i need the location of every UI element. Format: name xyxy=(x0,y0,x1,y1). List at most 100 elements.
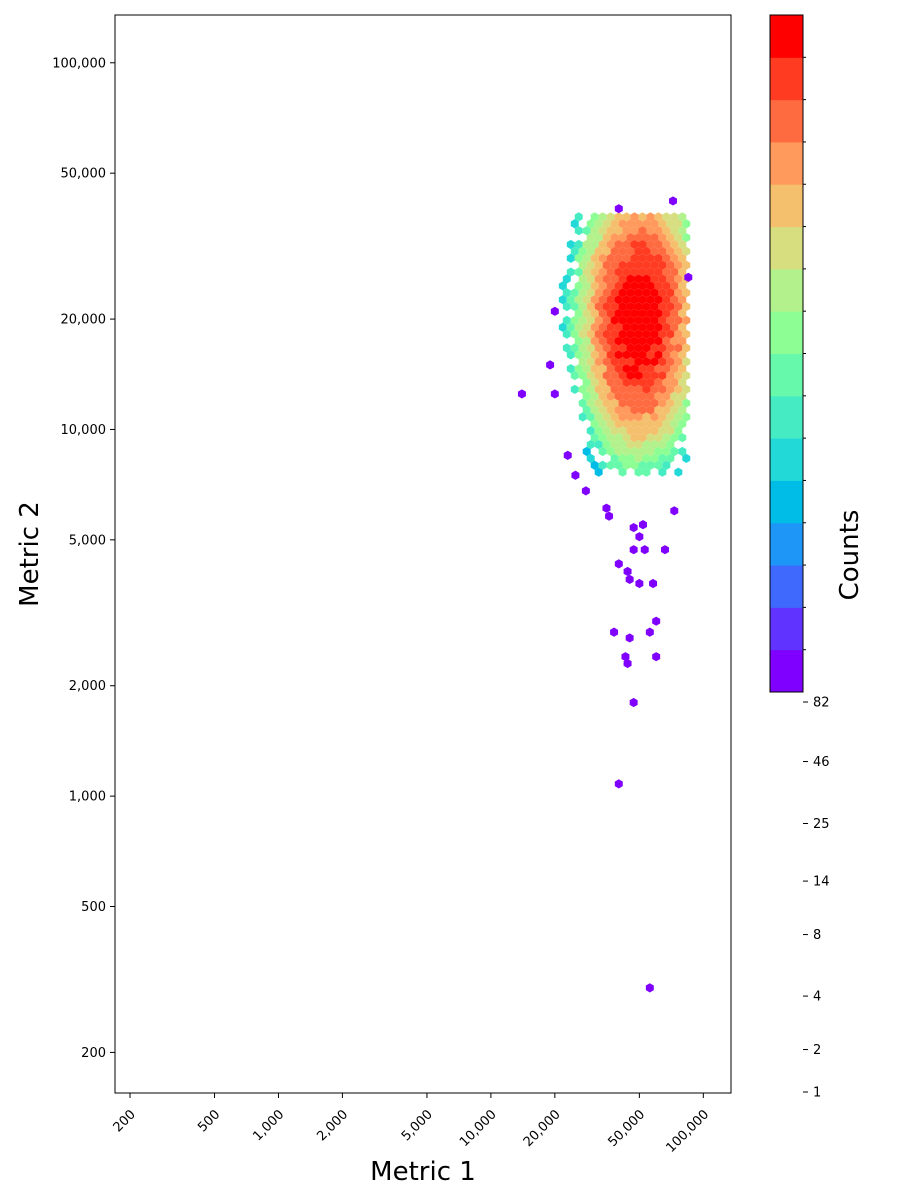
colorbar-tick-label: 2 xyxy=(813,1043,821,1058)
hexbin-cell xyxy=(598,377,607,388)
hexbin-cell xyxy=(610,246,619,256)
hexbin-cell xyxy=(610,412,619,422)
hexbin-cell xyxy=(586,315,595,325)
hexbin-cell xyxy=(630,405,639,415)
colorbar-frame xyxy=(769,14,804,693)
hexbin-cell xyxy=(563,450,572,460)
hexbin-cell xyxy=(610,260,619,270)
hexbin-cell xyxy=(614,336,623,346)
hexbin-cell xyxy=(674,274,683,284)
hexbin-cell xyxy=(566,267,575,277)
hexbin-cell xyxy=(550,306,559,316)
hexbin-cell xyxy=(578,288,587,298)
hexbin-cell xyxy=(606,391,615,401)
hexbin-cell xyxy=(662,267,671,277)
hexbin-cell xyxy=(662,336,671,346)
hexbin-cell xyxy=(670,391,679,401)
hexbin-cell xyxy=(642,246,651,256)
hexbin-cell xyxy=(614,253,623,263)
hexbin-cell xyxy=(650,315,659,325)
hexbin-cell xyxy=(614,350,623,360)
hexbin-cell xyxy=(650,288,659,298)
hexbin-cell xyxy=(598,350,607,360)
hexbin-cell xyxy=(610,219,619,229)
hexbin-cell xyxy=(634,301,643,312)
hexbin-cell xyxy=(590,281,599,291)
hexbin-cell xyxy=(626,260,635,270)
hexbin-cell xyxy=(606,405,615,415)
hexbin-cell xyxy=(666,301,675,312)
hexbin-cell xyxy=(654,433,663,443)
hexbin-cell xyxy=(629,545,638,555)
hexbin-cell xyxy=(606,350,615,360)
hexbin-cell xyxy=(674,384,683,394)
hexbin-cell xyxy=(623,658,632,669)
hexbin-cell xyxy=(606,253,615,263)
hexbin-cell xyxy=(582,281,591,291)
hexbin-cell xyxy=(610,329,619,339)
hexbin-cell xyxy=(594,301,603,312)
hexbin-cell xyxy=(606,212,615,222)
hexbin-cell xyxy=(625,574,634,584)
hexbin-cell xyxy=(658,315,667,325)
hexbin-cell xyxy=(594,329,603,339)
colorbar-segment xyxy=(770,353,803,397)
hexbin-cell xyxy=(652,652,661,662)
hexbin-cell xyxy=(618,329,627,339)
hexbin-cell xyxy=(630,226,639,236)
hexbin-cell xyxy=(614,226,623,236)
hexbin-cell xyxy=(610,232,619,243)
hexbin-cell xyxy=(646,212,655,222)
hexbin-cell xyxy=(635,532,644,542)
hexbin-cell xyxy=(622,322,631,332)
hexbin-cell xyxy=(645,627,654,637)
colorbar-segment xyxy=(770,184,803,228)
hexbin-cell xyxy=(642,274,651,284)
hexbin-cell xyxy=(598,308,607,319)
hexbin-cell xyxy=(666,343,675,353)
hexbin-cell xyxy=(634,426,643,436)
hexbin-cell xyxy=(586,301,595,312)
hexbin-cell xyxy=(638,391,647,401)
colorbar-segment xyxy=(770,565,803,608)
hexbin-cell xyxy=(590,336,599,346)
hexbin-cell xyxy=(574,239,583,250)
hexbin-cell xyxy=(650,260,659,270)
hexbin-cell xyxy=(618,384,627,394)
hexbin-cell xyxy=(610,370,619,381)
hexbin-cell xyxy=(635,578,644,589)
hexbin-cell xyxy=(590,364,599,374)
hexbin-cell xyxy=(674,329,683,339)
hexbin-cell xyxy=(614,377,623,388)
hexbin-cell xyxy=(662,281,671,291)
hexbin-cell xyxy=(570,301,579,312)
hexbin-cell xyxy=(666,288,675,298)
hexbin-cell xyxy=(578,370,587,381)
hexbin-cell xyxy=(590,460,599,470)
hexbin-cell xyxy=(642,426,651,436)
hexbin-cell xyxy=(594,274,603,284)
hexbin-cell xyxy=(590,226,599,236)
hexbin-cell xyxy=(582,226,591,236)
hexbin-cell xyxy=(630,281,639,291)
hexbin-cell xyxy=(622,212,631,222)
hexbin-cell xyxy=(622,433,631,443)
hexbin-cell xyxy=(638,405,647,415)
hexbin-cell xyxy=(558,322,567,332)
hexbin-cell xyxy=(582,336,591,346)
hexbin-cell xyxy=(582,364,591,374)
colorbar-segment xyxy=(770,268,803,312)
hexbin-cell xyxy=(682,398,691,408)
hexbin-cell xyxy=(674,315,683,325)
hexbin-cell xyxy=(626,288,635,298)
colorbar-tick-label: 25 xyxy=(813,817,830,832)
hexbin-cell xyxy=(666,315,675,325)
hexbin-cell xyxy=(658,357,667,367)
hexbin-cell xyxy=(626,384,635,394)
hexbin-cell xyxy=(674,246,683,256)
hexbin-cell xyxy=(618,412,627,422)
hexbin-cell xyxy=(642,232,651,243)
hexbin-cell xyxy=(610,301,619,312)
hexbin-cell xyxy=(646,239,655,250)
colorbar-segment xyxy=(770,141,803,185)
